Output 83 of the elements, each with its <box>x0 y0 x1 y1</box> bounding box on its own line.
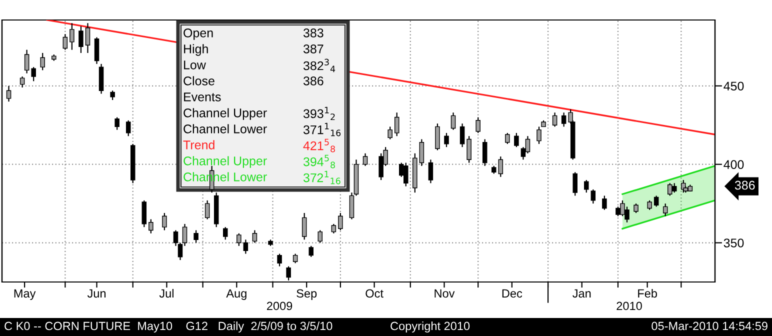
text: Low 382$^{3}$$_{4}$ <box>184 58 336 72</box>
candlestick <box>62 34 68 50</box>
candlestick <box>362 152 368 166</box>
candlestick <box>428 159 434 184</box>
x-tick-label: Feb <box>638 288 657 298</box>
candlestick <box>450 112 456 130</box>
text: C K0 -- CORN FUTURE May10 G12 Daily 2/5/09 to 3/5/10 <box>4 321 332 332</box>
candlestick <box>142 200 147 228</box>
candlestick <box>552 112 558 128</box>
candlestick <box>243 239 248 254</box>
text: Channel Lower 371$^{1}$$_{16}$ <box>184 122 341 136</box>
candlestick <box>394 112 400 137</box>
text: Open 383 <box>184 28 324 40</box>
text: Copyright 2010 <box>390 321 470 332</box>
candlestick <box>647 200 652 210</box>
candlestick <box>110 90 115 101</box>
candlestick <box>222 226 228 240</box>
candlestick <box>277 253 282 267</box>
x-tick-label: Oct <box>366 289 384 298</box>
candlestick <box>561 112 566 128</box>
candlestick <box>85 22 90 54</box>
candlestick <box>435 122 440 151</box>
text: High 387 <box>184 44 324 56</box>
candlestick <box>6 85 12 102</box>
text: 386 <box>734 180 755 190</box>
candlestick <box>318 230 323 244</box>
x-tick-label: Jul <box>159 288 174 298</box>
candlestick <box>194 230 198 244</box>
text: Channel Upper 393$^{1}$$_{2}$ <box>184 106 335 120</box>
candlestick <box>590 188 596 204</box>
x-tick-label: Jun <box>87 289 106 298</box>
candlestick <box>331 223 336 234</box>
x2-tick-label: 2009 <box>266 302 292 310</box>
text: 05-Mar-2010 14:54:59 <box>652 322 768 330</box>
candlestick <box>70 22 74 50</box>
candlestick <box>482 138 488 166</box>
candlestick <box>634 203 638 214</box>
candlestick <box>466 136 472 164</box>
candlestick <box>40 52 45 71</box>
candlestick <box>20 76 25 88</box>
candlestick <box>31 66 36 82</box>
candlestick <box>292 253 298 264</box>
candlestick <box>94 36 100 64</box>
candlestick <box>460 122 465 148</box>
candlestick <box>584 179 589 194</box>
candlestick <box>252 230 258 244</box>
candlestick <box>204 200 210 220</box>
y-tick-label: 350 <box>724 238 744 248</box>
candlestick <box>602 195 607 210</box>
y-tick-label: 400 <box>724 160 744 169</box>
x-tick-label: Aug <box>226 289 246 300</box>
candlestick <box>126 120 131 137</box>
candlestick <box>505 132 510 144</box>
text: Close <box>184 76 214 86</box>
x-tick-label: Dec <box>502 289 522 298</box>
candlestick <box>654 195 659 208</box>
candlestick <box>514 132 519 148</box>
x2-tick-label: 2010 <box>616 302 642 310</box>
x-tick-label: Sep <box>296 289 317 300</box>
candlestick <box>24 49 30 74</box>
x-tick-label: May <box>14 289 36 300</box>
annotation: Events <box>184 92 221 102</box>
candlestick <box>302 212 307 240</box>
annotation: 386 <box>303 76 324 86</box>
candlestick <box>338 212 343 231</box>
y-tick-label: 450 <box>724 82 744 91</box>
candlestick <box>162 212 167 231</box>
candlestick <box>308 245 314 258</box>
candlestick <box>78 26 84 54</box>
candlestick <box>98 63 104 94</box>
candlestick <box>388 126 392 140</box>
text: Channel Upper 394$^{5}$$_{8}$ <box>184 154 335 168</box>
text: Trend 421$^{5}$$_{8}$ <box>183 138 335 152</box>
candlestick <box>148 218 154 234</box>
candlestick <box>419 138 424 166</box>
x-tick-label: Nov <box>434 289 455 298</box>
candlestick <box>236 232 242 246</box>
candlestick <box>444 132 449 148</box>
candlestick <box>498 156 504 178</box>
candlestick <box>572 172 578 196</box>
x-tick-label: Jan <box>572 289 591 298</box>
candlestick <box>662 203 668 217</box>
candlestick <box>114 116 120 130</box>
